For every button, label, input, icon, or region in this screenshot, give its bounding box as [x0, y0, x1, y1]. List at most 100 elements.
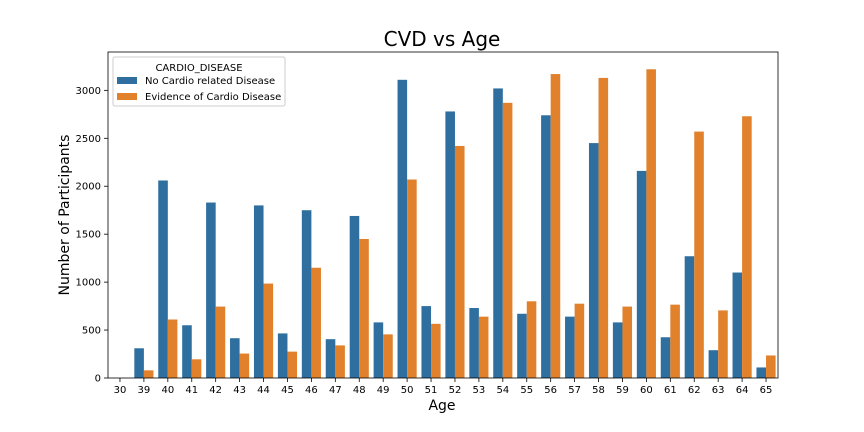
bar-cardio-age-60	[646, 69, 656, 378]
bar-cardio-age-59	[622, 306, 633, 378]
bar-cardio-age-63	[718, 310, 728, 378]
x-tick-label: 44	[257, 385, 270, 396]
bar-cardio-age-57	[574, 303, 585, 378]
bar-no-cardio-age-41	[182, 325, 192, 378]
x-tick-label: 39	[138, 385, 151, 396]
bar-no-cardio-age-56	[541, 115, 551, 378]
bar-cardio-age-61	[670, 304, 680, 378]
bar-cardio-age-47	[335, 345, 345, 378]
bar-cardio-age-43	[239, 353, 250, 378]
x-tick-label: 64	[736, 385, 749, 396]
bar-no-cardio-age-52	[445, 111, 455, 378]
bars-group	[134, 69, 776, 379]
y-tick-label: 3000	[76, 86, 101, 97]
chart-title: CVD vs Age	[384, 27, 501, 51]
bar-no-cardio-age-43	[230, 338, 240, 378]
legend-label-no-cardio: No Cardio related Disease	[145, 76, 275, 87]
bar-no-cardio-age-40	[158, 180, 168, 378]
x-tick-label: 58	[592, 385, 605, 396]
x-tick-label: 55	[520, 385, 533, 396]
x-tick-label: 45	[281, 385, 294, 396]
bar-no-cardio-age-48	[349, 215, 360, 378]
bar-cardio-age-45	[287, 351, 298, 378]
bar-cardio-age-49	[383, 334, 393, 378]
bar-no-cardio-age-55	[517, 313, 527, 378]
x-tick-label: 61	[664, 385, 677, 396]
bar-cardio-age-53	[478, 316, 489, 378]
legend-swatch-no-cardio	[117, 77, 137, 84]
y-tick-label: 0	[95, 374, 101, 385]
bar-cardio-age-39	[143, 370, 154, 378]
legend: CARDIO_DISEASE No Cardio related Disease…	[112, 56, 286, 107]
bar-no-cardio-age-39	[134, 348, 144, 378]
bar-no-cardio-age-60	[636, 170, 647, 378]
bar-cardio-age-40	[167, 319, 178, 378]
x-axis-title: Age	[428, 398, 455, 414]
bar-no-cardio-age-57	[565, 316, 575, 378]
bar-no-cardio-age-53	[469, 308, 479, 378]
bar-cardio-age-64	[742, 116, 752, 379]
x-tick-label: 48	[353, 385, 366, 396]
y-tick-label: 2500	[76, 134, 101, 145]
legend-title: CARDIO_DISEASE	[155, 63, 242, 74]
x-tick-label: 65	[760, 385, 773, 396]
bar-no-cardio-age-46	[301, 210, 312, 378]
bar-no-cardio-age-49	[373, 322, 384, 378]
bar-cardio-age-48	[359, 238, 369, 378]
bar-no-cardio-age-50	[397, 79, 408, 378]
bar-no-cardio-age-42	[206, 202, 216, 378]
bar-cardio-age-44	[263, 283, 274, 378]
y-tick-label: 1000	[76, 278, 101, 289]
x-tick-label: 59	[616, 385, 629, 396]
x-tick-label: 56	[544, 385, 557, 396]
bar-no-cardio-age-51	[421, 306, 432, 378]
x-tick-label: 43	[233, 385, 246, 396]
bar-no-cardio-age-63	[708, 350, 719, 378]
x-tick-label: 51	[425, 385, 438, 396]
x-tick-label: 30	[114, 385, 127, 396]
x-tick-label: 49	[377, 385, 390, 396]
x-tick-label: 40	[161, 385, 174, 396]
x-tick-label: 41	[185, 385, 198, 396]
bar-cardio-age-62	[694, 131, 704, 378]
bar-no-cardio-age-64	[732, 272, 743, 378]
x-tick-label: 46	[305, 385, 318, 396]
bar-cardio-age-46	[311, 267, 321, 378]
bar-cardio-age-56	[550, 74, 561, 379]
y-tick-label: 1500	[76, 230, 101, 241]
bar-no-cardio-age-65	[756, 367, 767, 378]
bar-no-cardio-age-47	[325, 339, 336, 378]
axes-group: 0 500 1000 1500 2000 2500 3000 30 39 40 41 42 43 44 45…	[76, 51, 779, 396]
x-tick-label: 60	[640, 385, 653, 396]
x-tick-label: 57	[568, 385, 581, 396]
plot-frame	[107, 51, 779, 379]
y-axis-title: Number of Participants	[57, 135, 73, 296]
x-tick-label: 62	[688, 385, 701, 396]
bar-no-cardio-age-54	[493, 88, 503, 378]
bar-cardio-age-65	[766, 355, 776, 378]
bar-no-cardio-age-45	[277, 333, 288, 378]
bar-cardio-age-51	[431, 323, 441, 378]
x-tick-label: 63	[712, 385, 725, 396]
bar-cardio-age-55	[526, 301, 537, 378]
bar-cardio-age-58	[598, 77, 609, 378]
bar-no-cardio-age-62	[684, 256, 695, 378]
y-tick-label: 500	[82, 326, 101, 337]
x-tick-label: 50	[401, 385, 414, 396]
x-tick-label: 53	[473, 385, 486, 396]
bar-cardio-age-42	[215, 306, 226, 378]
legend-box	[112, 56, 286, 107]
legend-label-cardio: Evidence of Cardio Disease	[145, 92, 281, 103]
bar-cardio-age-41	[191, 359, 202, 378]
bar-cardio-age-52	[454, 145, 465, 378]
bar-cardio-age-50	[407, 179, 417, 378]
bar-cardio-age-54	[502, 102, 513, 378]
bar-no-cardio-age-59	[612, 322, 623, 378]
bar-no-cardio-age-44	[253, 205, 264, 378]
x-tick-label: 42	[209, 385, 222, 396]
legend-swatch-cardio	[117, 93, 137, 100]
x-tick-label: 54	[496, 385, 509, 396]
y-tick-label: 2000	[76, 182, 101, 193]
x-tick-label: 47	[329, 385, 342, 396]
